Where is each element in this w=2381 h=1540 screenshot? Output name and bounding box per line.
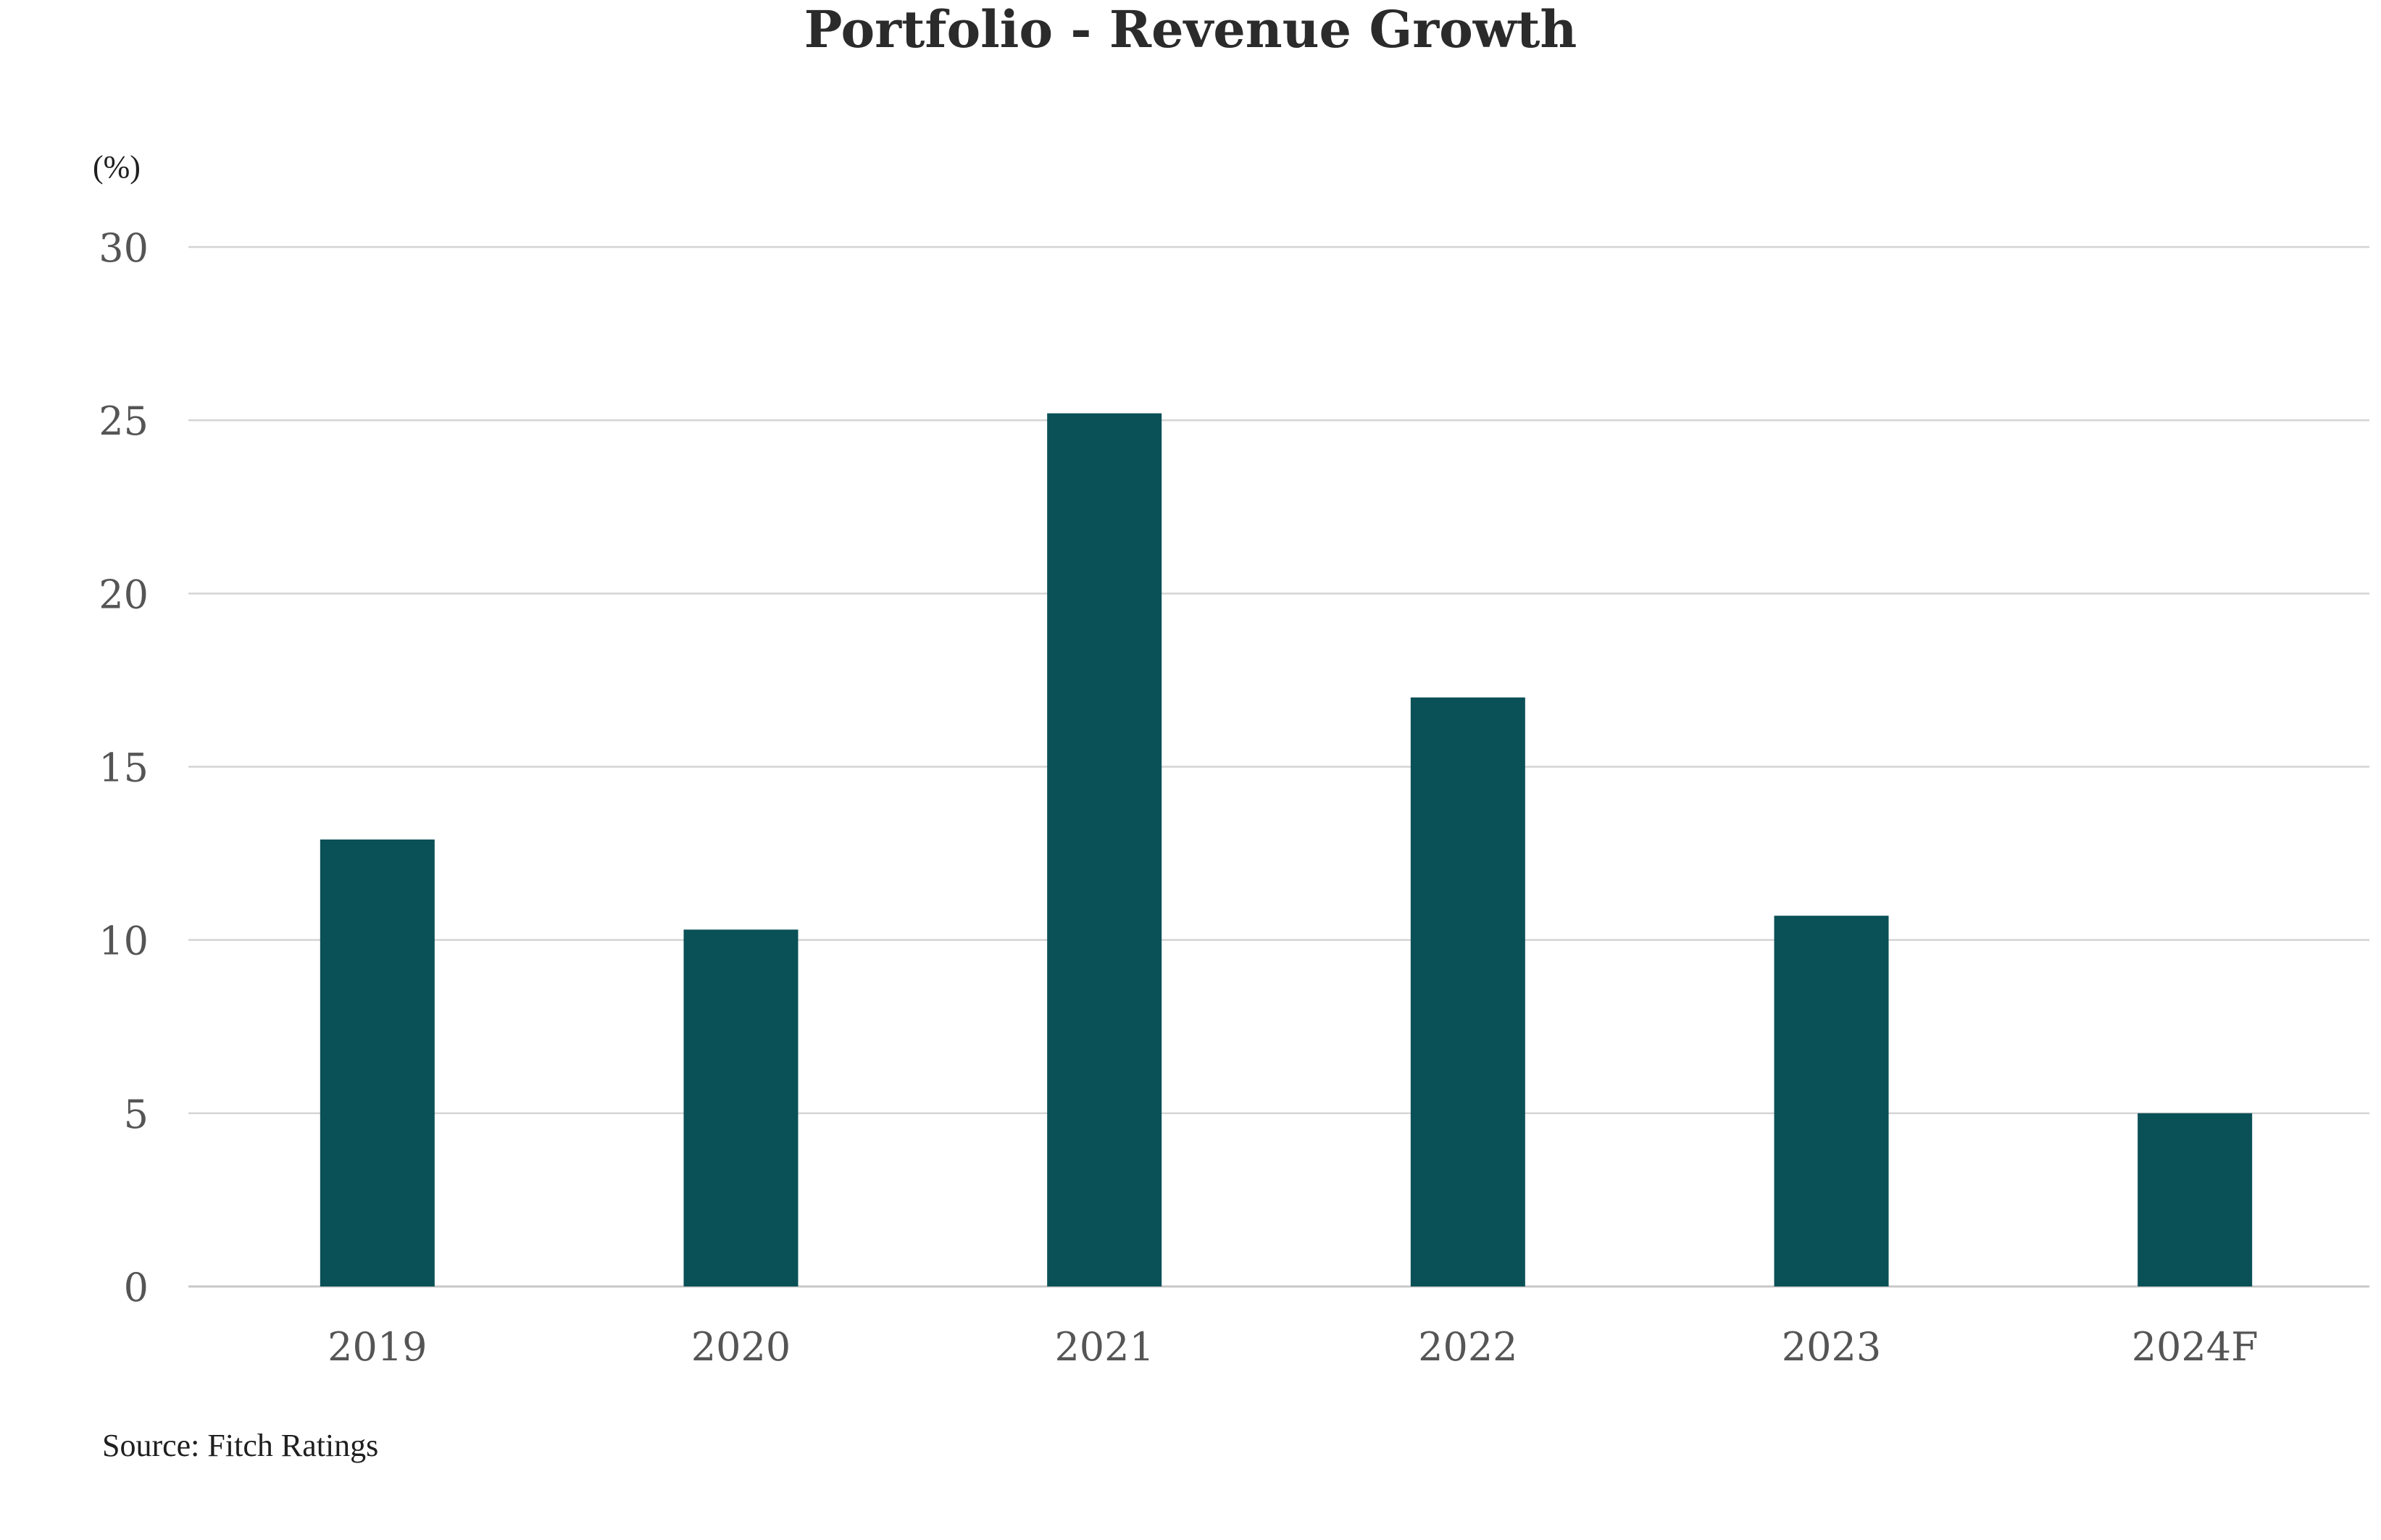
y-tick-label: 25 — [99, 398, 149, 444]
gridlines — [188, 246, 2369, 1288]
chart-title: Portfolio - Revenue Growth — [804, 0, 1577, 59]
y-tick-label: 10 — [99, 918, 149, 964]
y-tick-label: 15 — [99, 745, 149, 791]
bar-2020 — [683, 929, 798, 1286]
x-tick-label-2022: 2022 — [1418, 1324, 1517, 1370]
y-axis-unit-label: (%) — [93, 149, 141, 185]
x-tick-label-2020: 2020 — [691, 1324, 791, 1370]
y-tick-label: 30 — [99, 225, 149, 271]
bar-2024F — [2138, 1113, 2253, 1286]
source-note: Source: Fitch Ratings — [102, 1428, 378, 1463]
bars — [320, 413, 2253, 1286]
bar-2021 — [1047, 413, 1162, 1286]
y-tick-label: 20 — [99, 572, 149, 617]
x-tick-label-2021: 2021 — [1054, 1324, 1154, 1370]
bar-2022 — [1410, 697, 1525, 1286]
bar-2019 — [320, 839, 435, 1286]
y-axis-tick-labels: 0 5 10 15 20 25 30 — [99, 225, 149, 1310]
bar-2023 — [1774, 916, 1889, 1286]
y-tick-label: 0 — [124, 1265, 149, 1310]
x-tick-label-2019: 2019 — [328, 1324, 427, 1370]
y-tick-label: 5 — [124, 1092, 149, 1137]
x-tick-label-2023: 2023 — [1782, 1324, 1881, 1370]
x-axis-tick-labels: 2019 2020 2021 2022 2023 2024F — [328, 1324, 2259, 1370]
x-tick-label-2024F: 2024F — [2132, 1324, 2259, 1370]
